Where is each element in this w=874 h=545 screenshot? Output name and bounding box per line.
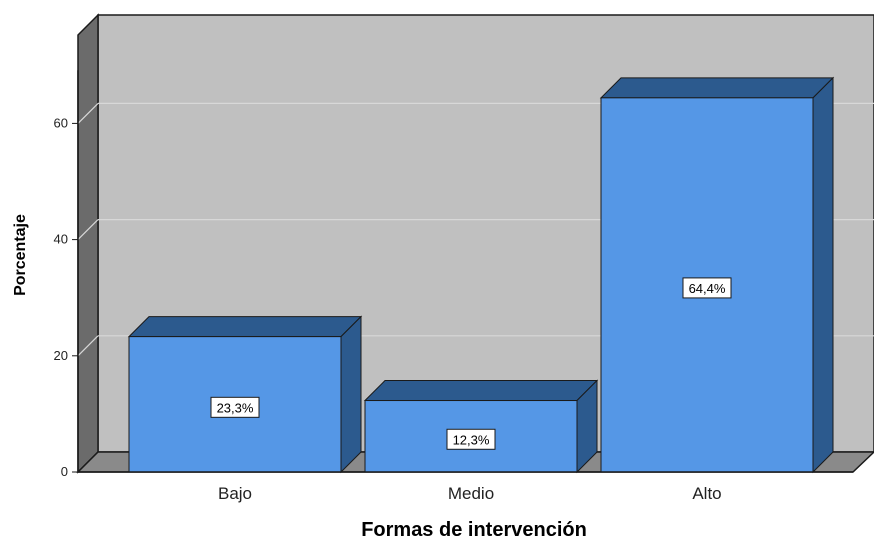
plot-left-wall: [77, 13, 99, 474]
y-tick-label: 40: [54, 232, 68, 247]
bar: 12,3%: [363, 379, 599, 474]
gridline: [77, 219, 99, 241]
bar-top: [363, 380, 599, 402]
x-tick-label: Alto: [692, 484, 721, 503]
y-tick-label: 60: [54, 115, 68, 130]
y-axis: 0 20 40 60: [54, 70, 79, 479]
x-tick-label: Bajo: [218, 484, 252, 503]
y-tick-label: 0: [61, 464, 68, 479]
bar-top: [127, 316, 363, 338]
bar: 23,3%: [127, 315, 363, 474]
data-label: 23,3%: [217, 400, 254, 415]
gridline: [77, 102, 99, 124]
x-axis-title: Formas de intervención: [361, 519, 587, 541]
gridline: [77, 335, 99, 357]
y-axis-title: Porcentaje: [12, 214, 29, 296]
bar-side: [340, 315, 362, 474]
bar: 64,4%: [599, 76, 835, 474]
data-label-box: [682, 277, 732, 299]
bar-side: [812, 76, 834, 474]
data-label: 12,3%: [453, 432, 490, 447]
bar-top: [599, 77, 835, 99]
x-axis: Bajo Medio Alto: [78, 471, 853, 503]
bars: 23,3% 12,3% 64,4%: [127, 76, 835, 474]
y-tick-label: 20: [54, 348, 68, 363]
data-label: 64,4%: [689, 281, 726, 296]
data-label-box: [446, 428, 496, 450]
data-label-box: [210, 396, 260, 418]
x-tick-label: Medio: [448, 484, 494, 503]
